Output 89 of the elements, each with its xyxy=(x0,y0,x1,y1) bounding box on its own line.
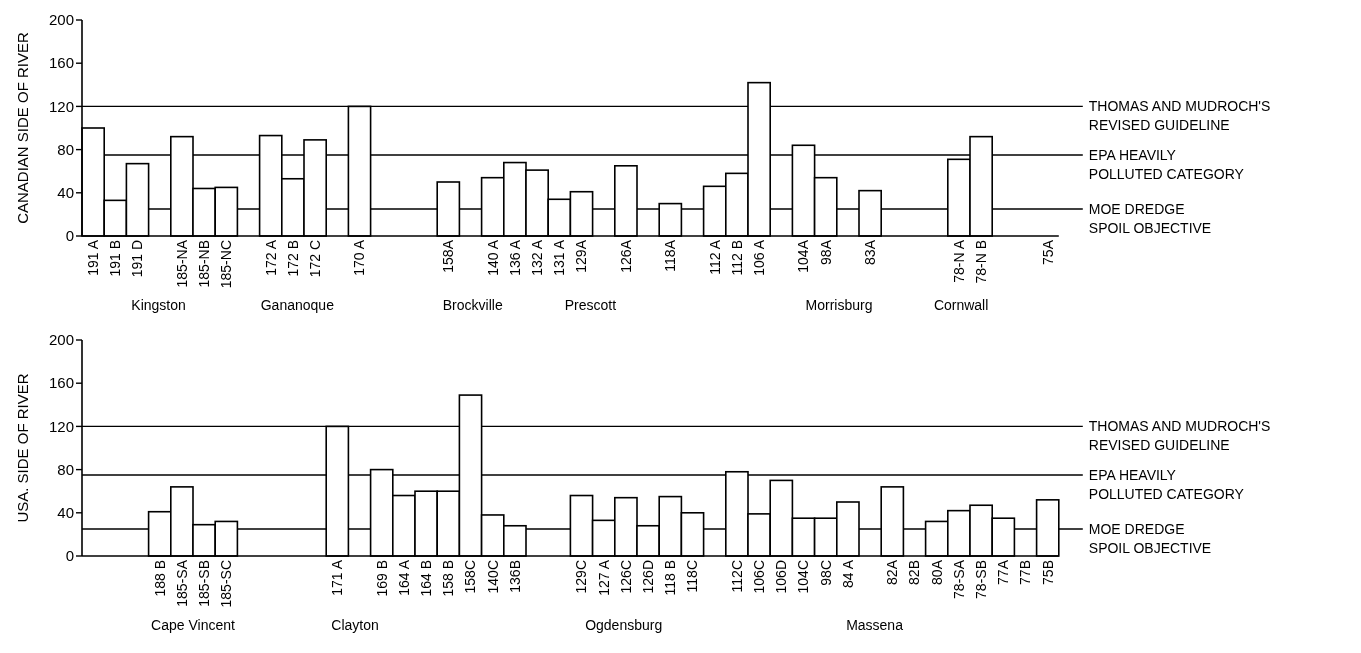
x-tick-label: 191 A xyxy=(85,239,101,276)
x-tick-label: 80A xyxy=(928,559,945,585)
x-tick-label: 78-SA xyxy=(950,559,967,599)
x-tick-label: 78-N B xyxy=(973,240,989,284)
x-tick-label: 158A xyxy=(440,239,457,273)
y-tick-label: 200 xyxy=(48,11,74,29)
x-tick-label: 185-NB xyxy=(196,240,212,288)
x-tick-label: 112 B xyxy=(728,240,745,276)
x-tick-label: 75A xyxy=(1039,239,1056,265)
x-tick-label: 126C xyxy=(617,560,634,594)
x-tick-label: 106D xyxy=(773,560,790,594)
x-tick-label: 106C xyxy=(751,560,767,594)
x-tick-label: 98C xyxy=(817,560,834,586)
y-tick-label: 160 xyxy=(48,54,74,72)
x-tick-label: 170 A xyxy=(351,239,368,276)
x-tick-label: 158C xyxy=(462,560,479,594)
y-tick-label: 80 xyxy=(57,460,74,478)
x-tick-label: 191 B xyxy=(107,240,124,277)
x-tick-label: 82B xyxy=(906,560,923,585)
text: Cornwall xyxy=(933,297,989,313)
text: Gananoque xyxy=(260,297,335,313)
ref-line-label: THOMAS AND MUDROCH'S REVISED GUIDELINE xyxy=(1088,418,1271,454)
x-tick-label: 118C xyxy=(684,560,701,593)
text: Morrisburg xyxy=(805,297,873,313)
y-tick-label: 80 xyxy=(57,140,74,158)
y-tick-label: 40 xyxy=(57,184,74,202)
x-tick-label: 191 D xyxy=(129,240,146,278)
x-tick-label: 132 A xyxy=(529,239,545,276)
x-tick-label: 82A xyxy=(884,559,901,585)
y-tick-label: 120 xyxy=(48,97,74,115)
text: Clayton xyxy=(331,617,379,633)
y-tick-label: 40 xyxy=(57,504,74,522)
x-tick-label: 126A xyxy=(617,239,634,273)
x-tick-label: 172 B xyxy=(284,240,301,277)
x-tick-label: 78-N A xyxy=(950,239,967,283)
y-tick-label: 200 xyxy=(48,331,74,349)
x-tick-label: 112C xyxy=(728,560,745,593)
text: Kingston xyxy=(131,297,186,313)
y-tick-label: 160 xyxy=(48,374,74,392)
x-tick-label: 171 A xyxy=(329,559,346,596)
x-tick-label: 131 A xyxy=(551,239,568,276)
x-tick-label: 136 A xyxy=(506,239,523,276)
x-tick-label: 164 A xyxy=(395,559,412,596)
x-tick-label: 185-NC xyxy=(218,240,235,289)
x-tick-label: 98A xyxy=(817,239,834,265)
ref-line-label: MOE DREDGE SPOIL OBJECTIVE xyxy=(1088,521,1212,556)
text: Cape Vincent xyxy=(151,617,236,633)
y-tick-label: 0 xyxy=(65,547,74,565)
x-tick-label: 172 C xyxy=(307,240,323,278)
ref-line-label: MOE DREDGE SPOIL OBJECTIVE xyxy=(1088,201,1212,236)
x-tick-label: 129A xyxy=(573,239,590,273)
x-tick-label: 77B xyxy=(1017,560,1034,585)
x-tick-label: 118 B xyxy=(662,560,679,596)
y-axis-title: USA. SIDE OF RIVER xyxy=(14,373,31,523)
x-tick-label: 112 A xyxy=(706,239,723,275)
x-tick-label: 83A xyxy=(862,239,878,265)
text: Massena xyxy=(846,617,904,633)
text: Ogdensburg xyxy=(585,617,663,633)
x-tick-label: 185-SB xyxy=(196,560,212,607)
x-tick-label: 140 A xyxy=(484,239,501,276)
x-tick-label: 77A xyxy=(995,559,1012,585)
ref-line-label: EPA HEAVILY POLLUTED CATEGORY xyxy=(1088,467,1245,502)
x-tick-label: 172 A xyxy=(262,239,279,276)
x-tick-label: 78-SB xyxy=(973,560,989,599)
x-tick-label: 136B xyxy=(506,560,523,593)
x-tick-label: 129C xyxy=(573,560,590,594)
x-tick-label: 126D xyxy=(640,560,656,594)
text: Brockville xyxy=(442,297,503,313)
x-tick-label: 84 A xyxy=(839,559,856,589)
x-tick-label: 140C xyxy=(484,560,501,594)
x-tick-label: 185-SC xyxy=(218,560,235,608)
x-tick-label: 118A xyxy=(662,239,679,272)
ref-line-label: EPA HEAVILY POLLUTED CATEGORY xyxy=(1088,147,1245,182)
x-tick-label: 164 B xyxy=(418,560,434,597)
x-tick-label: 104C xyxy=(795,560,812,594)
x-tick-label: 127 A xyxy=(595,559,612,596)
y-tick-label: 0 xyxy=(65,227,74,245)
x-tick-label: 188 B xyxy=(151,560,168,597)
x-tick-label: 75B xyxy=(1039,560,1056,585)
x-tick-label: 106 A xyxy=(751,239,767,276)
text: Prescott xyxy=(564,297,617,313)
x-tick-label: 185-NA xyxy=(173,239,190,288)
x-tick-label: 169 B xyxy=(373,560,390,597)
x-tick-label: 158 B xyxy=(440,560,457,597)
x-tick-label: 104A xyxy=(795,239,812,273)
x-tick-label: 185-SA xyxy=(173,559,190,607)
ref-line-label: THOMAS AND MUDROCH'S REVISED GUIDELINE xyxy=(1088,98,1271,134)
y-axis-title: CANADIAN SIDE OF RIVER xyxy=(14,31,31,224)
y-tick-label: 120 xyxy=(48,417,74,435)
